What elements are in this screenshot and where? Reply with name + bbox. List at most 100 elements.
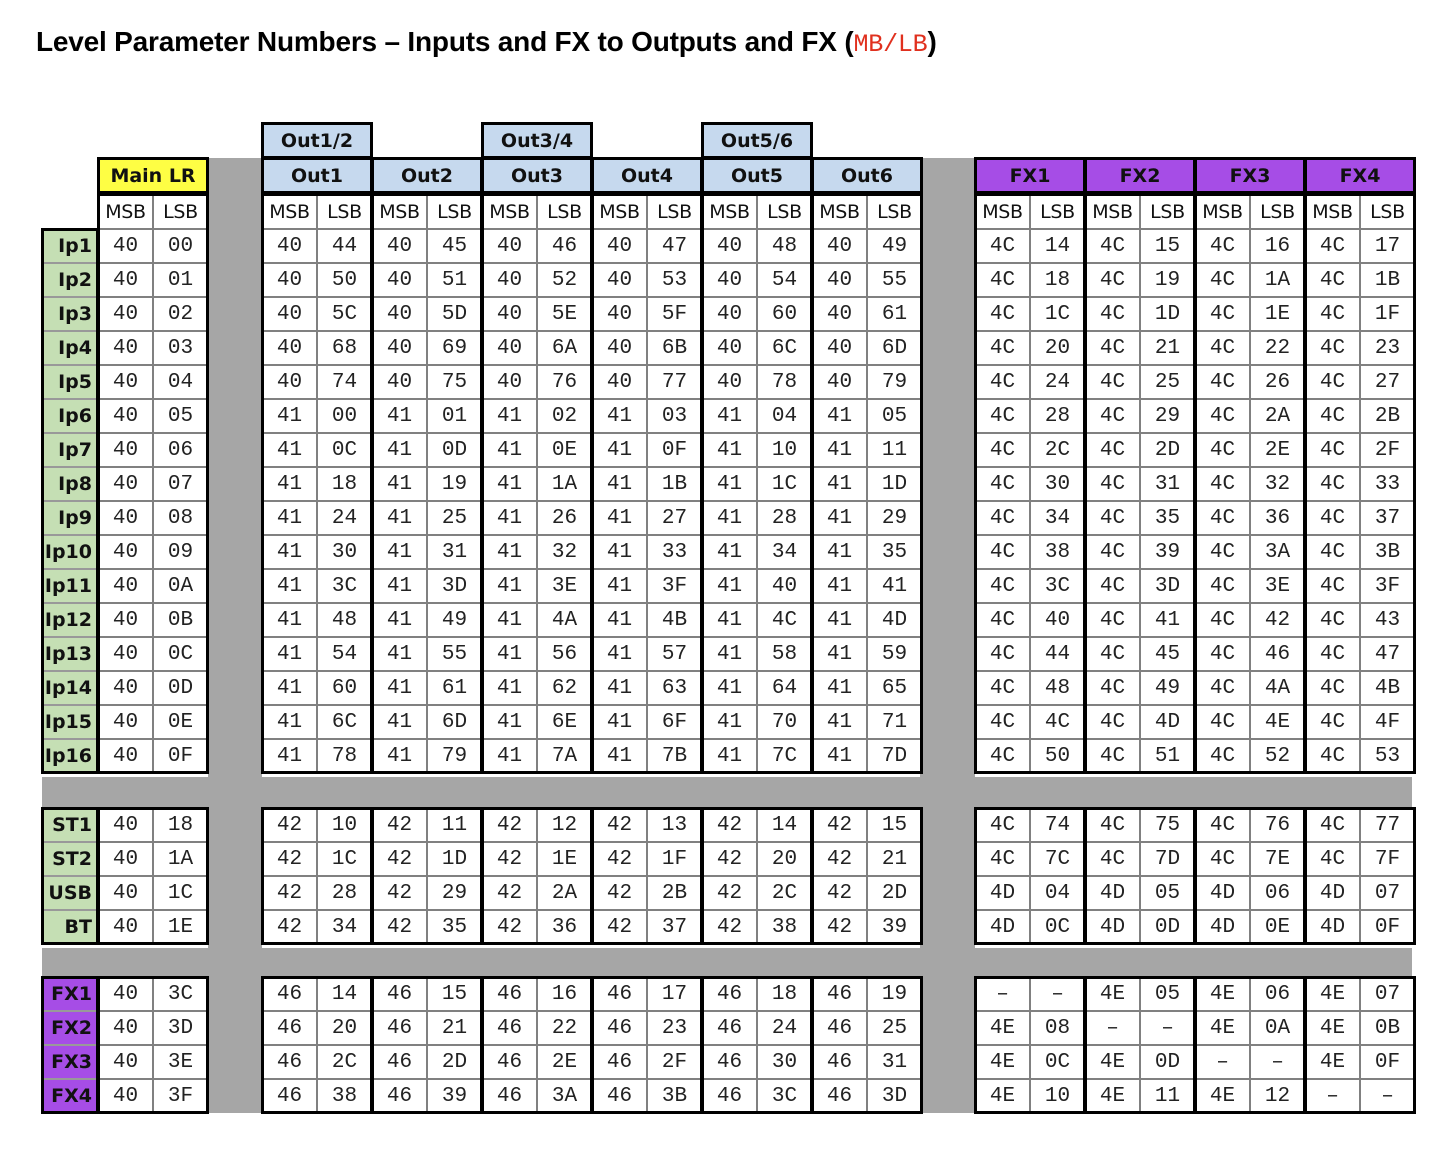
value-cell: 0B: [153, 603, 208, 637]
value-cell: 1F: [647, 842, 702, 876]
value-cell: 10: [757, 433, 812, 467]
value-cell: 40: [592, 263, 647, 297]
value-cell: 1A: [1250, 263, 1305, 297]
value-cell: 5F: [647, 297, 702, 331]
lsb-label: LSB: [647, 194, 702, 229]
value-cell: 1A: [537, 467, 592, 501]
value-cell: 4C: [1195, 297, 1250, 331]
value-cell: 42: [262, 808, 317, 842]
row-label: Ip6: [42, 399, 98, 433]
value-cell: 41: [262, 535, 317, 569]
value-cell: 46: [262, 1079, 317, 1113]
value-cell: 47: [1360, 637, 1415, 671]
value-cell: 07: [153, 467, 208, 501]
value-cell: 4C: [1305, 739, 1360, 773]
value-cell: 30: [317, 535, 372, 569]
value-cell: 14: [757, 808, 812, 842]
value-cell: 59: [867, 637, 922, 671]
value-cell: 14: [317, 977, 372, 1011]
value-cell: 4C: [975, 569, 1030, 603]
value-cell: 4C: [1195, 535, 1250, 569]
value-cell: 4E: [1305, 1011, 1360, 1045]
value-cell: 40: [702, 263, 757, 297]
value-cell: 40: [482, 297, 537, 331]
value-cell: 7E: [1250, 842, 1305, 876]
value-cell: 4D: [1085, 876, 1140, 910]
value-cell: 12: [1250, 1079, 1305, 1113]
value-cell: 18: [153, 808, 208, 842]
value-cell: 40: [98, 569, 153, 603]
value-cell: 4C: [1085, 467, 1140, 501]
value-cell: 46: [812, 1011, 867, 1045]
value-cell: 41: [482, 739, 537, 773]
value-cell: 4C: [1195, 331, 1250, 365]
value-cell: 05: [867, 399, 922, 433]
value-cell: –: [1140, 1011, 1195, 1045]
value-cell: 04: [1030, 876, 1085, 910]
value-cell: 7B: [647, 739, 702, 773]
value-cell: 54: [317, 637, 372, 671]
value-cell: 42: [702, 842, 757, 876]
value-cell: 4E: [1085, 1045, 1140, 1079]
value-cell: 4C: [757, 603, 812, 637]
value-cell: 17: [1360, 229, 1415, 263]
value-cell: 4C: [1195, 569, 1250, 603]
value-cell: 4C: [1305, 297, 1360, 331]
value-cell: 4C: [975, 433, 1030, 467]
value-cell: 42: [592, 910, 647, 944]
value-cell: 42: [812, 808, 867, 842]
value-cell: 41: [812, 501, 867, 535]
row-label: BT: [42, 910, 98, 944]
value-cell: 4D: [1085, 910, 1140, 944]
value-cell: 4C: [1195, 501, 1250, 535]
value-cell: 4B: [647, 603, 702, 637]
value-cell: 42: [262, 910, 317, 944]
value-cell: 46: [592, 1045, 647, 1079]
value-cell: 77: [1360, 808, 1415, 842]
value-cell: 41: [592, 705, 647, 739]
value-cell: 2F: [1360, 433, 1415, 467]
row-label: Ip5: [42, 365, 98, 399]
value-cell: 41: [592, 501, 647, 535]
pair-header: Out3/4: [482, 123, 592, 158]
value-cell: 55: [867, 263, 922, 297]
value-cell: 14: [1030, 229, 1085, 263]
value-cell: 08: [153, 501, 208, 535]
value-cell: 7C: [1030, 842, 1085, 876]
value-cell: 29: [867, 501, 922, 535]
lsb-label: LSB: [1360, 194, 1415, 229]
value-cell: 48: [1030, 671, 1085, 705]
value-cell: 4C: [975, 808, 1030, 842]
value-cell: 38: [757, 910, 812, 944]
value-cell: 20: [1030, 331, 1085, 365]
value-cell: 2A: [537, 876, 592, 910]
value-cell: 40: [372, 263, 427, 297]
value-cell: 4C: [1085, 229, 1140, 263]
value-cell: 41: [702, 739, 757, 773]
msb-label: MSB: [1085, 194, 1140, 229]
value-cell: 42: [702, 910, 757, 944]
value-cell: 6E: [537, 705, 592, 739]
value-cell: 46: [262, 1011, 317, 1045]
value-cell: 6B: [647, 331, 702, 365]
lsb-label: LSB: [757, 194, 812, 229]
value-cell: 20: [757, 842, 812, 876]
value-cell: 40: [98, 399, 153, 433]
msb-label: MSB: [1195, 194, 1250, 229]
value-cell: 4D: [1305, 910, 1360, 944]
value-cell: 54: [757, 263, 812, 297]
value-cell: 2E: [1250, 433, 1305, 467]
msb-label: MSB: [372, 194, 427, 229]
value-cell: 04: [757, 399, 812, 433]
value-cell: 79: [427, 739, 482, 773]
value-cell: 40: [98, 501, 153, 535]
value-cell: 05: [1140, 876, 1195, 910]
value-cell: 49: [1140, 671, 1195, 705]
value-cell: 28: [757, 501, 812, 535]
value-cell: 3D: [153, 1011, 208, 1045]
value-cell: 41: [702, 569, 757, 603]
msb-label: MSB: [812, 194, 867, 229]
value-cell: 41: [592, 467, 647, 501]
row-label: Ip16: [42, 739, 98, 773]
value-cell: 26: [537, 501, 592, 535]
